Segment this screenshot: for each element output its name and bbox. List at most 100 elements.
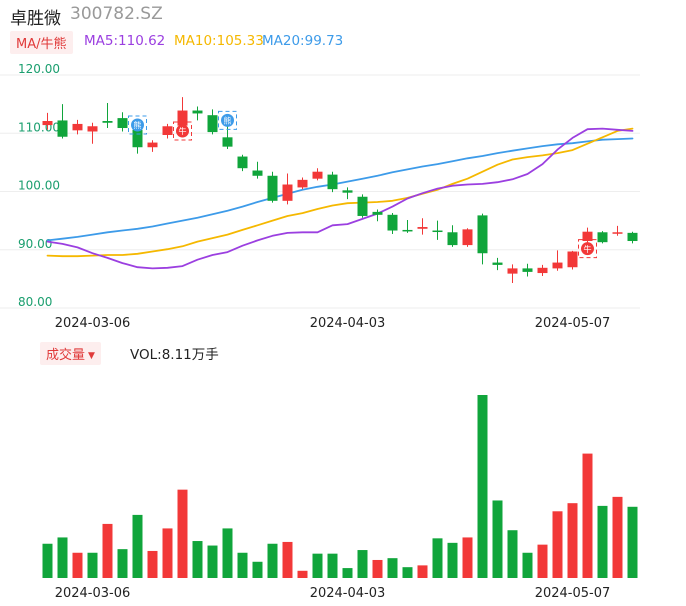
candle (267, 171, 278, 203)
ma10-value: MA10:105.33 (174, 33, 264, 49)
candle (462, 228, 473, 247)
volume-bar (312, 553, 323, 578)
volume-bar (177, 489, 188, 578)
price-x-tick-label: 2024-04-03 (310, 316, 386, 331)
candle (72, 119, 83, 135)
volume-bar (162, 528, 173, 578)
ma20-line (46, 137, 634, 242)
candle-body (432, 230, 443, 233)
candle (372, 209, 383, 222)
volume-bar (297, 570, 308, 578)
ma5-line (46, 127, 634, 270)
bull-badge-icon: 牛 (173, 121, 192, 141)
candle-body (597, 232, 608, 243)
candle (237, 154, 248, 172)
candle (357, 194, 368, 218)
candle-body (117, 118, 128, 129)
volume-bar (327, 553, 338, 578)
volume-bar (42, 543, 53, 578)
y-tick-label: 100.00 (18, 179, 60, 193)
volume-bar (447, 542, 458, 578)
volume-bar (237, 552, 248, 578)
candle-body (357, 196, 368, 216)
volume-bar (432, 538, 443, 578)
candle-body (237, 156, 248, 169)
candle (627, 231, 638, 244)
ma-indicator-selector[interactable]: MA/牛熊 (10, 31, 73, 54)
volume-bar (147, 550, 158, 578)
candle-body (447, 232, 458, 246)
candle-body (537, 267, 548, 274)
candle (612, 225, 623, 236)
candle (57, 104, 68, 139)
candle-body (192, 110, 203, 114)
candle (132, 128, 143, 154)
candle (402, 220, 413, 233)
price-x-tick-label: 2024-03-06 (55, 316, 131, 331)
candle-body (102, 121, 113, 123)
candle-body (342, 190, 353, 193)
ma10-line (46, 127, 634, 258)
badge-frame (218, 110, 237, 130)
volume-bar (267, 543, 278, 578)
volume-bar (612, 496, 623, 578)
badge-frame (578, 239, 597, 259)
volume-bar (492, 500, 503, 578)
volume-bar (522, 552, 533, 578)
badge-label: 牛 (584, 244, 592, 254)
ma20-value: MA20:99.73 (262, 33, 344, 49)
candle-body (522, 268, 533, 272)
ma5-value: MA5:110.62 (84, 33, 166, 49)
candle-body (372, 211, 383, 215)
volume-bar (72, 552, 83, 578)
candle-body (267, 175, 278, 201)
candle-body (132, 129, 143, 148)
volume-label: 成交量 (46, 348, 86, 363)
candle (42, 112, 53, 130)
volume-bar (477, 395, 488, 578)
candle (522, 263, 533, 277)
candle (222, 123, 233, 149)
volume-x-tick-label: 2024-04-03 (310, 586, 386, 601)
candle (177, 97, 188, 129)
candle-body (417, 227, 428, 229)
candle-body (297, 179, 308, 188)
volume-bar (627, 506, 638, 578)
volume-bar (342, 568, 353, 578)
candle (432, 220, 443, 240)
volume-bar (402, 567, 413, 578)
candle-body (462, 229, 473, 246)
price-x-tick-label: 2024-05-07 (535, 316, 611, 331)
volume-bar (537, 544, 548, 578)
candle (312, 168, 323, 181)
candle (492, 257, 503, 271)
candle (282, 173, 293, 205)
badge-label: 熊 (224, 116, 232, 126)
y-tick-label: 80.00 (18, 295, 52, 309)
volume-value: VOL:8.11万手 (130, 347, 219, 363)
candle (147, 140, 158, 152)
candle-body (252, 170, 263, 176)
candle (447, 225, 458, 247)
y-tick-label: 90.00 (18, 237, 52, 251)
candle (537, 264, 548, 276)
volume-bar (102, 523, 113, 578)
volume-bar (357, 550, 368, 578)
candle-body (147, 142, 158, 148)
bear-badge-icon: 熊 (218, 110, 237, 130)
candle-body (492, 262, 503, 265)
candle (342, 187, 353, 200)
volume-bar (207, 545, 218, 578)
volume-bar (507, 530, 518, 578)
candle-body (402, 229, 413, 232)
candle (117, 112, 128, 132)
volume-bar (117, 549, 128, 578)
y-tick-label: 110.00 (18, 120, 60, 134)
candle-body (552, 262, 563, 269)
volume-indicator-selector[interactable]: 成交量 ▼ (40, 342, 101, 365)
candle-body (312, 171, 323, 179)
candle (297, 177, 308, 190)
volume-bar (252, 561, 263, 578)
candle (192, 106, 203, 121)
